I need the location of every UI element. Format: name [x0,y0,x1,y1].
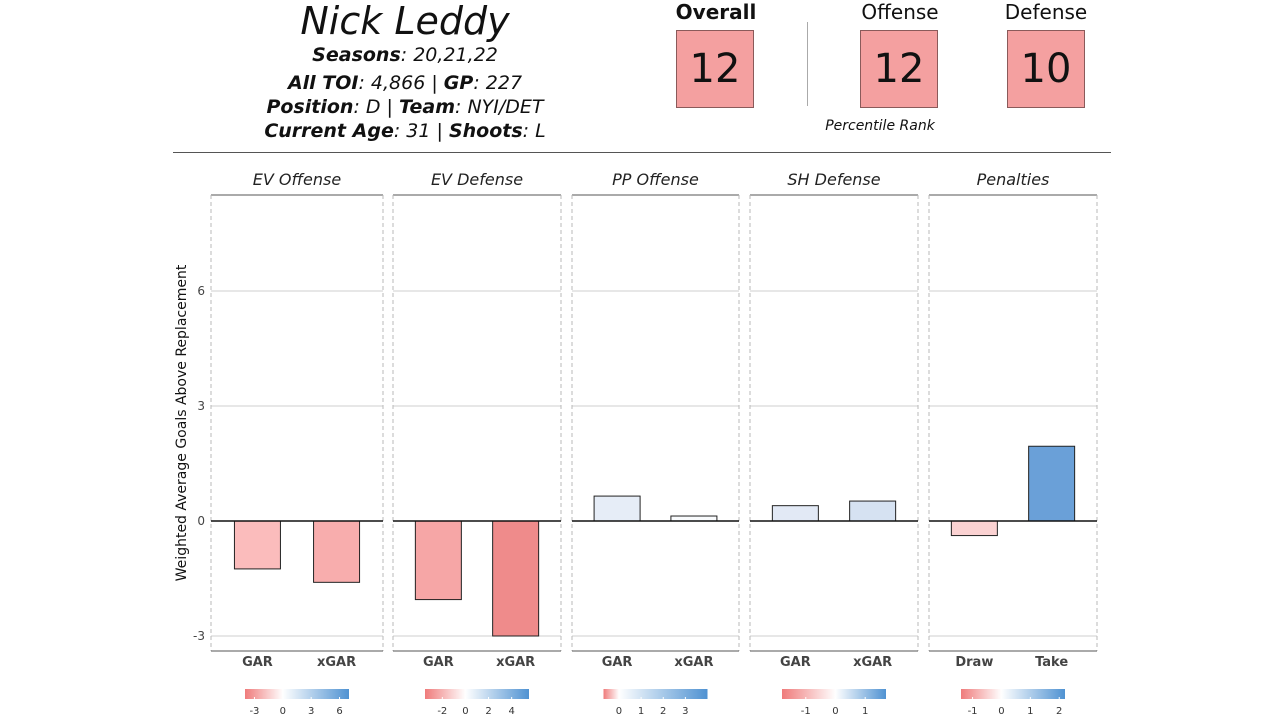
bar-gar [414,520,462,601]
offense-rank-box: 12 [860,30,938,108]
header-separator [173,152,1111,153]
gp-value: : 227 [473,72,523,94]
legend-tick-label: 0 [280,706,286,717]
x-tick-label: GAR [602,655,633,670]
legend-tick-label: 2 [485,706,491,717]
x-tick-label: xGAR [317,655,356,670]
legend-tick-label: 1 [862,706,868,717]
position-label: Position [266,96,354,118]
bar-gar [771,505,819,522]
toi-value: : 4,866 | [358,72,444,94]
age-value: : 31 | [393,120,449,142]
panel-title: PP Offense [612,170,699,189]
legend-tick-label: 3 [308,706,314,717]
legend-colorbar [603,689,708,699]
y-tick-label: 3 [197,399,205,413]
bar-take [1028,445,1076,522]
bar-xgar [492,520,540,637]
seasons-line: Seasons: 20,21,22 [250,43,560,67]
legend-colorbar [425,689,529,699]
legend-colorbar [961,689,1065,699]
x-tick-label: Take [1035,655,1068,670]
offense-label: Offense [861,0,939,24]
legend-tick-label: -1 [968,706,978,717]
gp-label: GP [443,72,474,94]
panel-title: EV Offense [253,170,342,189]
toi-label: All TOI [287,72,359,94]
panel-title: EV Defense [431,170,523,189]
defense-rank-box: 10 [1007,30,1085,108]
bar-gar [593,495,641,522]
age-label: Current Age [264,120,394,142]
legend-tick-label: 4 [508,706,514,717]
overall-rank-box: 12 [676,30,754,108]
x-tick-label: Draw [955,655,993,670]
legend-tick-label: -1 [801,706,811,717]
bar-gar [233,520,281,570]
legend-colorbar [245,689,349,699]
legend-tick-label: 6 [336,706,342,717]
seasons-label: Seasons [312,44,401,66]
x-tick-label: GAR [242,655,273,670]
position-team-line: Position: D | Team: NYI/DET [250,95,560,119]
legend-tick-label: 3 [682,706,688,717]
shoots-value: : L [522,120,546,142]
panel-title: Penalties [977,170,1050,189]
x-tick-label: GAR [780,655,811,670]
team-label: Team [399,96,456,118]
toi-gp-line: All TOI: 4,866 | GP: 227 [250,71,560,95]
legend-tick-label: 2 [660,706,666,717]
x-tick-label: xGAR [674,655,713,670]
bar-xgar [849,500,897,522]
legend-tick-label: 0 [616,706,622,717]
bar-draw [950,520,998,537]
legend-tick-label: 0 [832,706,838,717]
x-tick-label: xGAR [496,655,535,670]
bar-xgar [313,520,361,583]
team-value: : NYI/DET [455,96,544,118]
y-tick-label: 0 [197,514,205,528]
legend-tick-label: 1 [638,706,644,717]
overall-label: Overall [675,0,757,24]
rank-divider [807,22,808,106]
panel-title: SH Defense [787,170,880,189]
legend-tick-label: 0 [462,706,468,717]
seasons-value: : 20,21,22 [400,44,498,66]
legend-tick-label: 1 [1027,706,1033,717]
y-tick-label: -3 [193,629,205,643]
y-tick-label: 6 [197,284,205,298]
legend-tick-label: -3 [249,706,259,717]
player-info: Nick Leddy Seasons: 20,21,22 All TOI: 4,… [250,0,560,143]
defense-label: Defense [1004,0,1088,24]
position-value: : D | [353,96,399,118]
x-tick-label: xGAR [853,655,892,670]
player-name: Nick Leddy [300,0,510,43]
legend-tick-label: -2 [437,706,447,717]
legend-tick-label: 2 [1056,706,1062,717]
legend-colorbar [782,689,886,699]
age-shoots-line: Current Age: 31 | Shoots: L [250,119,560,143]
legend-tick-label: 0 [998,706,1004,717]
x-tick-label: GAR [423,655,454,670]
shoots-label: Shoots [448,120,523,142]
percentile-rank-label: Percentile Rank [825,118,935,134]
